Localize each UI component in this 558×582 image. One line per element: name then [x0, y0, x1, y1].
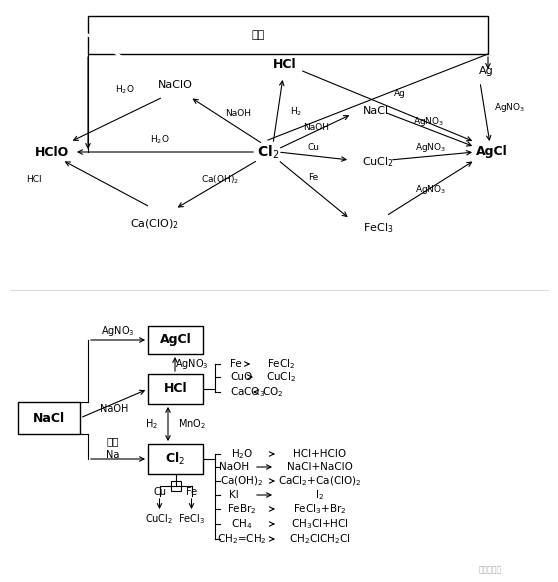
Text: AgNO$_3$: AgNO$_3$: [494, 101, 526, 113]
FancyBboxPatch shape: [18, 402, 80, 434]
Text: Cu: Cu: [307, 143, 319, 151]
Text: HCl: HCl: [163, 382, 187, 396]
Text: Ca(OH)$_2$: Ca(OH)$_2$: [201, 174, 239, 186]
Text: NaOH: NaOH: [100, 404, 128, 414]
Text: FeCl$_2$: FeCl$_2$: [267, 357, 295, 371]
Text: 高中化学园: 高中化学园: [478, 566, 502, 574]
Text: HClO: HClO: [35, 146, 69, 158]
FancyBboxPatch shape: [148, 374, 203, 404]
Text: Fe: Fe: [308, 172, 318, 182]
Text: CaCl$_2$+Ca(ClO)$_2$: CaCl$_2$+Ca(ClO)$_2$: [278, 474, 362, 488]
Text: Fe: Fe: [230, 359, 242, 369]
Text: CuCl$_2$: CuCl$_2$: [146, 512, 174, 526]
Text: HCl+HClO: HCl+HClO: [294, 449, 347, 459]
Text: CH$_2$=CH$_2$: CH$_2$=CH$_2$: [217, 532, 267, 546]
Text: Ag: Ag: [479, 66, 493, 76]
Text: MnO$_2$: MnO$_2$: [178, 417, 206, 431]
Text: AgNO$_3$: AgNO$_3$: [101, 324, 135, 338]
Text: 电解: 电解: [107, 436, 119, 446]
FancyBboxPatch shape: [148, 444, 203, 474]
Text: AgCl: AgCl: [476, 146, 508, 158]
Text: FeCl$_3$: FeCl$_3$: [363, 221, 393, 235]
Text: CaCO$_3$: CaCO$_3$: [230, 385, 265, 399]
Text: FeCl$_3$: FeCl$_3$: [178, 512, 205, 526]
Text: HCl: HCl: [273, 59, 297, 72]
Text: Cl$_2$: Cl$_2$: [257, 143, 279, 161]
Text: CO$_2$: CO$_2$: [262, 385, 283, 399]
Text: H$_2$: H$_2$: [290, 106, 302, 118]
Text: NaCl: NaCl: [33, 411, 65, 424]
Text: Fe: Fe: [186, 487, 197, 497]
Text: NaCl: NaCl: [363, 106, 389, 116]
Text: NaCl+NaClO: NaCl+NaClO: [287, 462, 353, 472]
Text: AgNO$_3$: AgNO$_3$: [175, 357, 209, 371]
Text: Cl$_2$: Cl$_2$: [165, 451, 186, 467]
Text: NaOH: NaOH: [225, 109, 251, 119]
Text: KI: KI: [229, 490, 239, 500]
Text: Na: Na: [107, 449, 119, 460]
Text: AgCl: AgCl: [160, 333, 191, 346]
Text: FeBr$_2$: FeBr$_2$: [227, 502, 257, 516]
Text: NaClO: NaClO: [157, 80, 193, 90]
Text: H$_2$O: H$_2$O: [115, 84, 135, 96]
FancyBboxPatch shape: [171, 481, 180, 491]
Text: H$_2$O: H$_2$O: [231, 447, 253, 461]
Text: 光照: 光照: [251, 30, 264, 40]
Text: CuO: CuO: [230, 372, 252, 382]
Text: AgNO$_3$: AgNO$_3$: [413, 115, 445, 129]
Text: CH$_2$ClCH$_2$Cl: CH$_2$ClCH$_2$Cl: [289, 532, 351, 546]
FancyBboxPatch shape: [88, 16, 488, 54]
Text: Ca(OH)$_2$: Ca(OH)$_2$: [220, 474, 264, 488]
Text: HCl: HCl: [26, 176, 42, 184]
Text: NaOH: NaOH: [303, 122, 329, 132]
Text: CH$_4$: CH$_4$: [232, 517, 253, 531]
Text: CuCl$_2$: CuCl$_2$: [362, 155, 394, 169]
Text: AgNO$_3$: AgNO$_3$: [415, 140, 446, 154]
Text: I$_2$: I$_2$: [315, 488, 325, 502]
Text: NaOH: NaOH: [219, 462, 249, 472]
Text: Ca(ClO)$_2$: Ca(ClO)$_2$: [131, 217, 180, 231]
Text: H$_2$: H$_2$: [145, 417, 158, 431]
Text: Ag: Ag: [394, 90, 406, 98]
Text: CuCl$_2$: CuCl$_2$: [266, 370, 296, 384]
Text: H$_2$O: H$_2$O: [150, 134, 170, 146]
Text: CH$_3$Cl+HCl: CH$_3$Cl+HCl: [291, 517, 349, 531]
Text: AgNO$_3$: AgNO$_3$: [415, 183, 446, 197]
Text: FeCl$_3$+Br$_2$: FeCl$_3$+Br$_2$: [294, 502, 347, 516]
Text: Cu: Cu: [153, 487, 166, 497]
FancyBboxPatch shape: [148, 326, 203, 354]
